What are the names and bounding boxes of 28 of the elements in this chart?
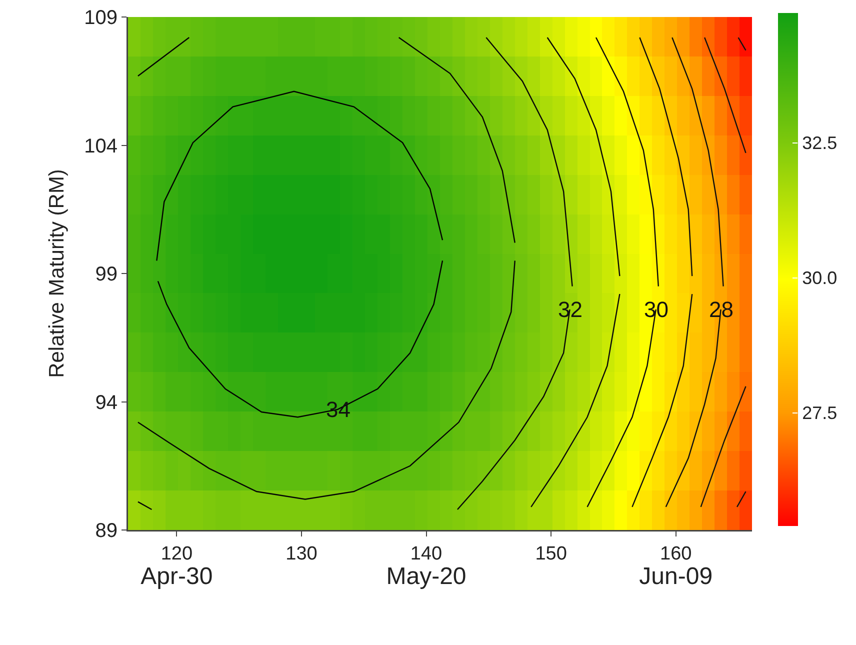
line-series — [486, 36, 573, 287]
x-tick-label: 160 Jun-09 — [639, 543, 713, 590]
x-tick-label: 150 — [535, 543, 567, 564]
line-series — [632, 293, 693, 508]
annotation: 30 — [644, 297, 668, 322]
line-series — [156, 90, 444, 262]
line-series — [546, 36, 620, 277]
x-tick-label: 120 Apr-30 — [140, 543, 213, 590]
line-series — [530, 293, 620, 508]
annotation: 32 — [558, 297, 582, 322]
color-bar-label: 27.5 — [802, 403, 838, 424]
y-tick-label: 109 — [84, 7, 118, 29]
y-tick-label: 94 — [95, 392, 118, 414]
line-series — [157, 260, 444, 418]
color-bar-label: 30.0 — [802, 268, 838, 288]
x-tick-label: 130 — [286, 543, 318, 564]
y-axis-title: Relative Maturity (RM) — [46, 169, 69, 378]
y-tick-label: 89 — [95, 520, 118, 542]
line-series — [137, 260, 516, 500]
line-series — [398, 36, 516, 244]
color-bar-label: 32.5 — [802, 133, 838, 154]
annotation: 28 — [709, 297, 734, 322]
x-tick-label: 140 May-20 — [386, 543, 466, 590]
y-tick-label: 104 — [84, 135, 118, 158]
line-series — [595, 36, 659, 287]
y-tick-label: 99 — [95, 264, 118, 286]
line-series — [672, 36, 724, 287]
line-series — [639, 36, 693, 277]
